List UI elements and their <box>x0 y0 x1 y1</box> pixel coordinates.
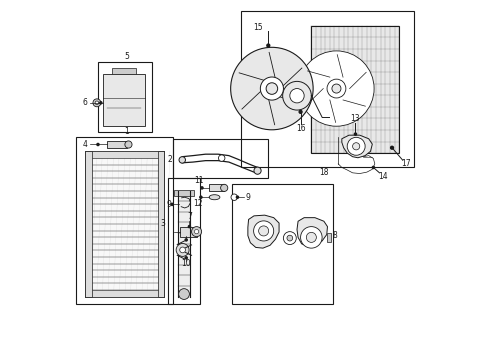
Circle shape <box>200 196 202 198</box>
Bar <box>180 226 196 237</box>
Text: 8: 8 <box>333 231 338 240</box>
Circle shape <box>327 79 346 98</box>
Circle shape <box>254 167 261 174</box>
Text: 17: 17 <box>402 159 411 168</box>
Bar <box>92 151 158 158</box>
Circle shape <box>283 231 296 244</box>
Circle shape <box>299 51 374 126</box>
Circle shape <box>287 235 293 241</box>
Bar <box>92 290 158 297</box>
Text: 15: 15 <box>253 23 262 32</box>
Text: 6: 6 <box>83 98 88 107</box>
Bar <box>168 178 200 304</box>
Polygon shape <box>248 215 279 248</box>
Text: 12: 12 <box>193 199 203 208</box>
Circle shape <box>201 187 203 189</box>
Circle shape <box>266 83 278 94</box>
Circle shape <box>171 203 173 206</box>
Bar <box>242 12 414 167</box>
Bar <box>112 68 136 74</box>
Circle shape <box>219 155 225 161</box>
Text: 10: 10 <box>181 259 191 268</box>
Text: 14: 14 <box>378 172 388 181</box>
Circle shape <box>353 143 360 150</box>
Bar <box>174 190 194 196</box>
Polygon shape <box>297 218 327 246</box>
Circle shape <box>97 143 99 145</box>
Bar <box>173 139 269 178</box>
Circle shape <box>195 229 199 234</box>
Circle shape <box>220 184 228 192</box>
Text: 11: 11 <box>195 176 204 185</box>
Circle shape <box>254 221 274 241</box>
Circle shape <box>176 243 189 256</box>
Text: 9: 9 <box>245 193 250 202</box>
Circle shape <box>259 226 269 236</box>
Text: 13: 13 <box>351 114 360 123</box>
Circle shape <box>391 146 393 149</box>
Circle shape <box>125 141 132 148</box>
Bar <box>327 233 331 242</box>
Polygon shape <box>342 135 372 158</box>
Circle shape <box>179 157 186 163</box>
Text: 4: 4 <box>83 140 88 149</box>
Text: 3: 3 <box>161 219 166 228</box>
Circle shape <box>347 137 365 155</box>
Circle shape <box>260 77 283 100</box>
Text: 1: 1 <box>124 127 129 136</box>
Ellipse shape <box>209 195 220 200</box>
Circle shape <box>192 226 201 237</box>
Circle shape <box>267 44 270 47</box>
Circle shape <box>299 111 302 113</box>
Text: 7: 7 <box>187 212 192 221</box>
Bar <box>311 26 399 153</box>
Bar <box>103 74 145 126</box>
Bar <box>76 137 173 304</box>
Bar <box>107 141 126 148</box>
Bar <box>85 151 92 297</box>
Bar <box>209 184 224 192</box>
Circle shape <box>300 226 322 248</box>
Text: 5: 5 <box>124 53 129 62</box>
Circle shape <box>354 133 357 135</box>
Circle shape <box>100 102 102 104</box>
Circle shape <box>93 99 101 107</box>
Circle shape <box>185 257 187 259</box>
Circle shape <box>283 81 311 110</box>
Circle shape <box>95 101 98 105</box>
Bar <box>158 151 164 297</box>
Text: 16: 16 <box>296 124 305 133</box>
Circle shape <box>306 232 317 242</box>
Circle shape <box>179 289 190 300</box>
Circle shape <box>290 89 304 103</box>
Circle shape <box>180 247 186 253</box>
Bar <box>85 151 164 297</box>
Bar <box>232 184 333 304</box>
Text: 9: 9 <box>166 200 171 209</box>
Circle shape <box>231 194 238 201</box>
Text: 2: 2 <box>167 155 172 164</box>
Text: 18: 18 <box>319 168 329 177</box>
Circle shape <box>372 166 374 168</box>
Circle shape <box>236 196 239 198</box>
Circle shape <box>188 226 191 228</box>
Circle shape <box>231 47 313 130</box>
Circle shape <box>332 84 341 93</box>
Bar <box>98 62 152 132</box>
Circle shape <box>185 239 187 241</box>
